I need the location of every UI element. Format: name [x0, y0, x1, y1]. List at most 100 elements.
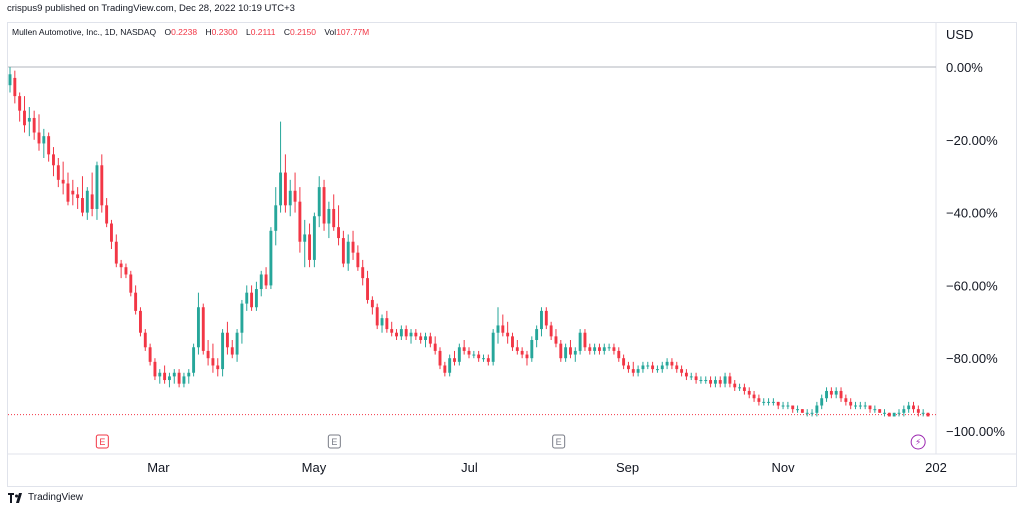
candle-body	[163, 372, 167, 381]
candle-body	[496, 325, 500, 333]
candle-body	[680, 369, 684, 373]
candle-body	[177, 372, 181, 384]
y-tick-label: 0.00%	[946, 60, 983, 75]
candle-body	[641, 365, 645, 370]
x-tick-label: Mar	[147, 460, 170, 475]
candle-body	[535, 329, 539, 340]
earnings-marker	[327, 434, 341, 449]
candle-body	[738, 387, 742, 389]
currency-label: USD	[946, 27, 974, 42]
candle-body	[221, 332, 225, 370]
candle-body	[419, 336, 423, 340]
candle-body	[515, 347, 519, 351]
symbol-legend: Mullen Automotive, Inc., 1D, NASDAQ O0.2…	[12, 27, 369, 37]
candle-body	[482, 358, 485, 360]
candle-body	[805, 412, 809, 414]
candle-body	[129, 274, 133, 293]
candle-body	[235, 332, 239, 355]
candle-body	[332, 208, 336, 228]
earnings-marker-label: E	[556, 437, 562, 447]
candle-body	[443, 365, 447, 373]
candle-body	[573, 350, 577, 355]
candle-body	[18, 96, 22, 111]
y-tick-label: −20.00%	[946, 133, 998, 148]
candle-body	[713, 380, 717, 384]
candle-body	[771, 401, 775, 403]
candle-body	[636, 369, 640, 373]
candle-body	[158, 372, 162, 377]
chart-frame	[7, 22, 1017, 487]
candle-body	[588, 347, 592, 351]
candle-body	[622, 358, 626, 366]
candle-body	[61, 179, 65, 184]
candle-body	[491, 332, 495, 362]
x-tick-label: Sep	[616, 460, 639, 475]
candle-body	[172, 372, 176, 377]
candle-body	[655, 369, 659, 371]
y-tick-label: −80.00%	[946, 351, 998, 366]
candle-body	[139, 310, 142, 333]
y-tick-label: −100.00%	[946, 424, 1005, 439]
candle-body	[612, 347, 616, 351]
candle-body	[428, 336, 432, 344]
split-marker-label: ⚡	[915, 438, 921, 448]
candle-body	[511, 336, 514, 348]
close-label: C	[283, 27, 290, 37]
candle-body	[675, 365, 679, 370]
candle-body	[897, 412, 901, 414]
low-label: L	[245, 27, 251, 37]
candle-body	[467, 350, 471, 355]
candle-body	[124, 267, 128, 275]
candle-body	[341, 238, 345, 264]
candle-body	[201, 307, 205, 351]
candle-body	[23, 110, 26, 126]
candle-body	[921, 412, 925, 414]
candle-body	[192, 347, 196, 373]
candle-body	[858, 405, 862, 407]
candle-body	[259, 274, 263, 290]
candle-body	[250, 292, 254, 308]
candle-body	[298, 201, 302, 242]
candle-body	[95, 165, 99, 209]
candle-body	[240, 303, 244, 333]
candle-body	[651, 365, 655, 370]
candle-body	[453, 358, 456, 362]
candle-body	[409, 332, 413, 337]
candle-body	[762, 401, 766, 403]
candle-body	[593, 347, 597, 351]
candle-body	[283, 172, 287, 206]
candle-body	[873, 409, 877, 411]
candle-body	[520, 350, 524, 355]
candle-body	[76, 194, 80, 199]
candle-body	[322, 187, 326, 224]
candle-body	[462, 347, 466, 351]
candle-body	[670, 361, 674, 366]
brand-name: TradingView	[28, 492, 84, 503]
candle-body	[47, 136, 51, 155]
candle-body	[293, 190, 297, 202]
candle-body	[544, 310, 548, 326]
x-tick-label: Jul	[461, 460, 478, 475]
symbol-name: Mullen Automotive, Inc., 1D, NASDAQ	[12, 27, 157, 37]
candle-body	[684, 372, 688, 377]
candle-body	[206, 350, 210, 359]
candle-body	[143, 332, 147, 348]
candle-body	[90, 194, 94, 209]
candle-body	[583, 332, 587, 348]
candle-body	[27, 117, 31, 122]
candle-body	[196, 307, 200, 348]
candle-body	[356, 252, 360, 268]
candle-body	[723, 376, 727, 384]
candle-body	[317, 187, 321, 217]
candle-body	[796, 409, 799, 411]
candle-body	[100, 165, 104, 206]
candle-body	[926, 412, 930, 417]
candle-body	[728, 376, 732, 384]
candle-body	[549, 325, 553, 337]
candle-body	[148, 347, 152, 362]
candle-body	[472, 354, 476, 356]
candle-body	[883, 412, 886, 414]
candle-body	[269, 230, 273, 286]
candle-body	[892, 412, 896, 417]
